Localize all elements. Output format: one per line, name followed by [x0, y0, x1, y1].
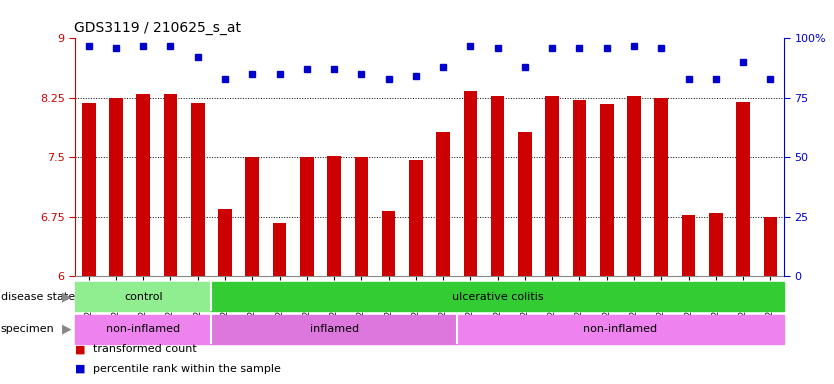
- Bar: [75, 315, 211, 344]
- Text: inflamed: inflamed: [309, 324, 359, 334]
- Bar: [211, 282, 784, 311]
- Bar: [518, 132, 532, 276]
- Text: ■: ■: [75, 364, 89, 374]
- Text: ▶: ▶: [62, 323, 72, 336]
- Bar: [327, 156, 341, 276]
- Bar: [681, 215, 696, 276]
- Bar: [736, 102, 750, 276]
- Bar: [464, 91, 477, 276]
- Text: ▶: ▶: [62, 290, 72, 303]
- Text: non-inflamed: non-inflamed: [106, 324, 180, 334]
- Bar: [655, 98, 668, 276]
- Bar: [109, 98, 123, 276]
- Text: ulcerative colitis: ulcerative colitis: [452, 291, 544, 302]
- Bar: [163, 94, 178, 276]
- Text: transformed count: transformed count: [93, 344, 197, 354]
- Bar: [627, 96, 641, 276]
- Text: disease state: disease state: [1, 291, 75, 302]
- Bar: [245, 157, 259, 276]
- Bar: [600, 104, 614, 276]
- Bar: [354, 157, 368, 276]
- Bar: [436, 132, 450, 276]
- Bar: [75, 282, 211, 311]
- Bar: [82, 103, 96, 276]
- Text: non-inflamed: non-inflamed: [583, 324, 657, 334]
- Bar: [137, 94, 150, 276]
- Text: control: control: [124, 291, 163, 302]
- Bar: [491, 96, 505, 276]
- Bar: [273, 223, 286, 276]
- Bar: [545, 96, 559, 276]
- Bar: [457, 315, 784, 344]
- Text: percentile rank within the sample: percentile rank within the sample: [93, 364, 281, 374]
- Bar: [382, 210, 395, 276]
- Bar: [191, 103, 204, 276]
- Bar: [219, 209, 232, 276]
- Bar: [573, 100, 586, 276]
- Bar: [409, 160, 423, 276]
- Bar: [709, 213, 722, 276]
- Text: specimen: specimen: [1, 324, 54, 334]
- Bar: [300, 157, 314, 276]
- Bar: [211, 315, 457, 344]
- Bar: [763, 217, 777, 276]
- Text: GDS3119 / 210625_s_at: GDS3119 / 210625_s_at: [74, 21, 241, 35]
- Text: ■: ■: [75, 344, 89, 354]
